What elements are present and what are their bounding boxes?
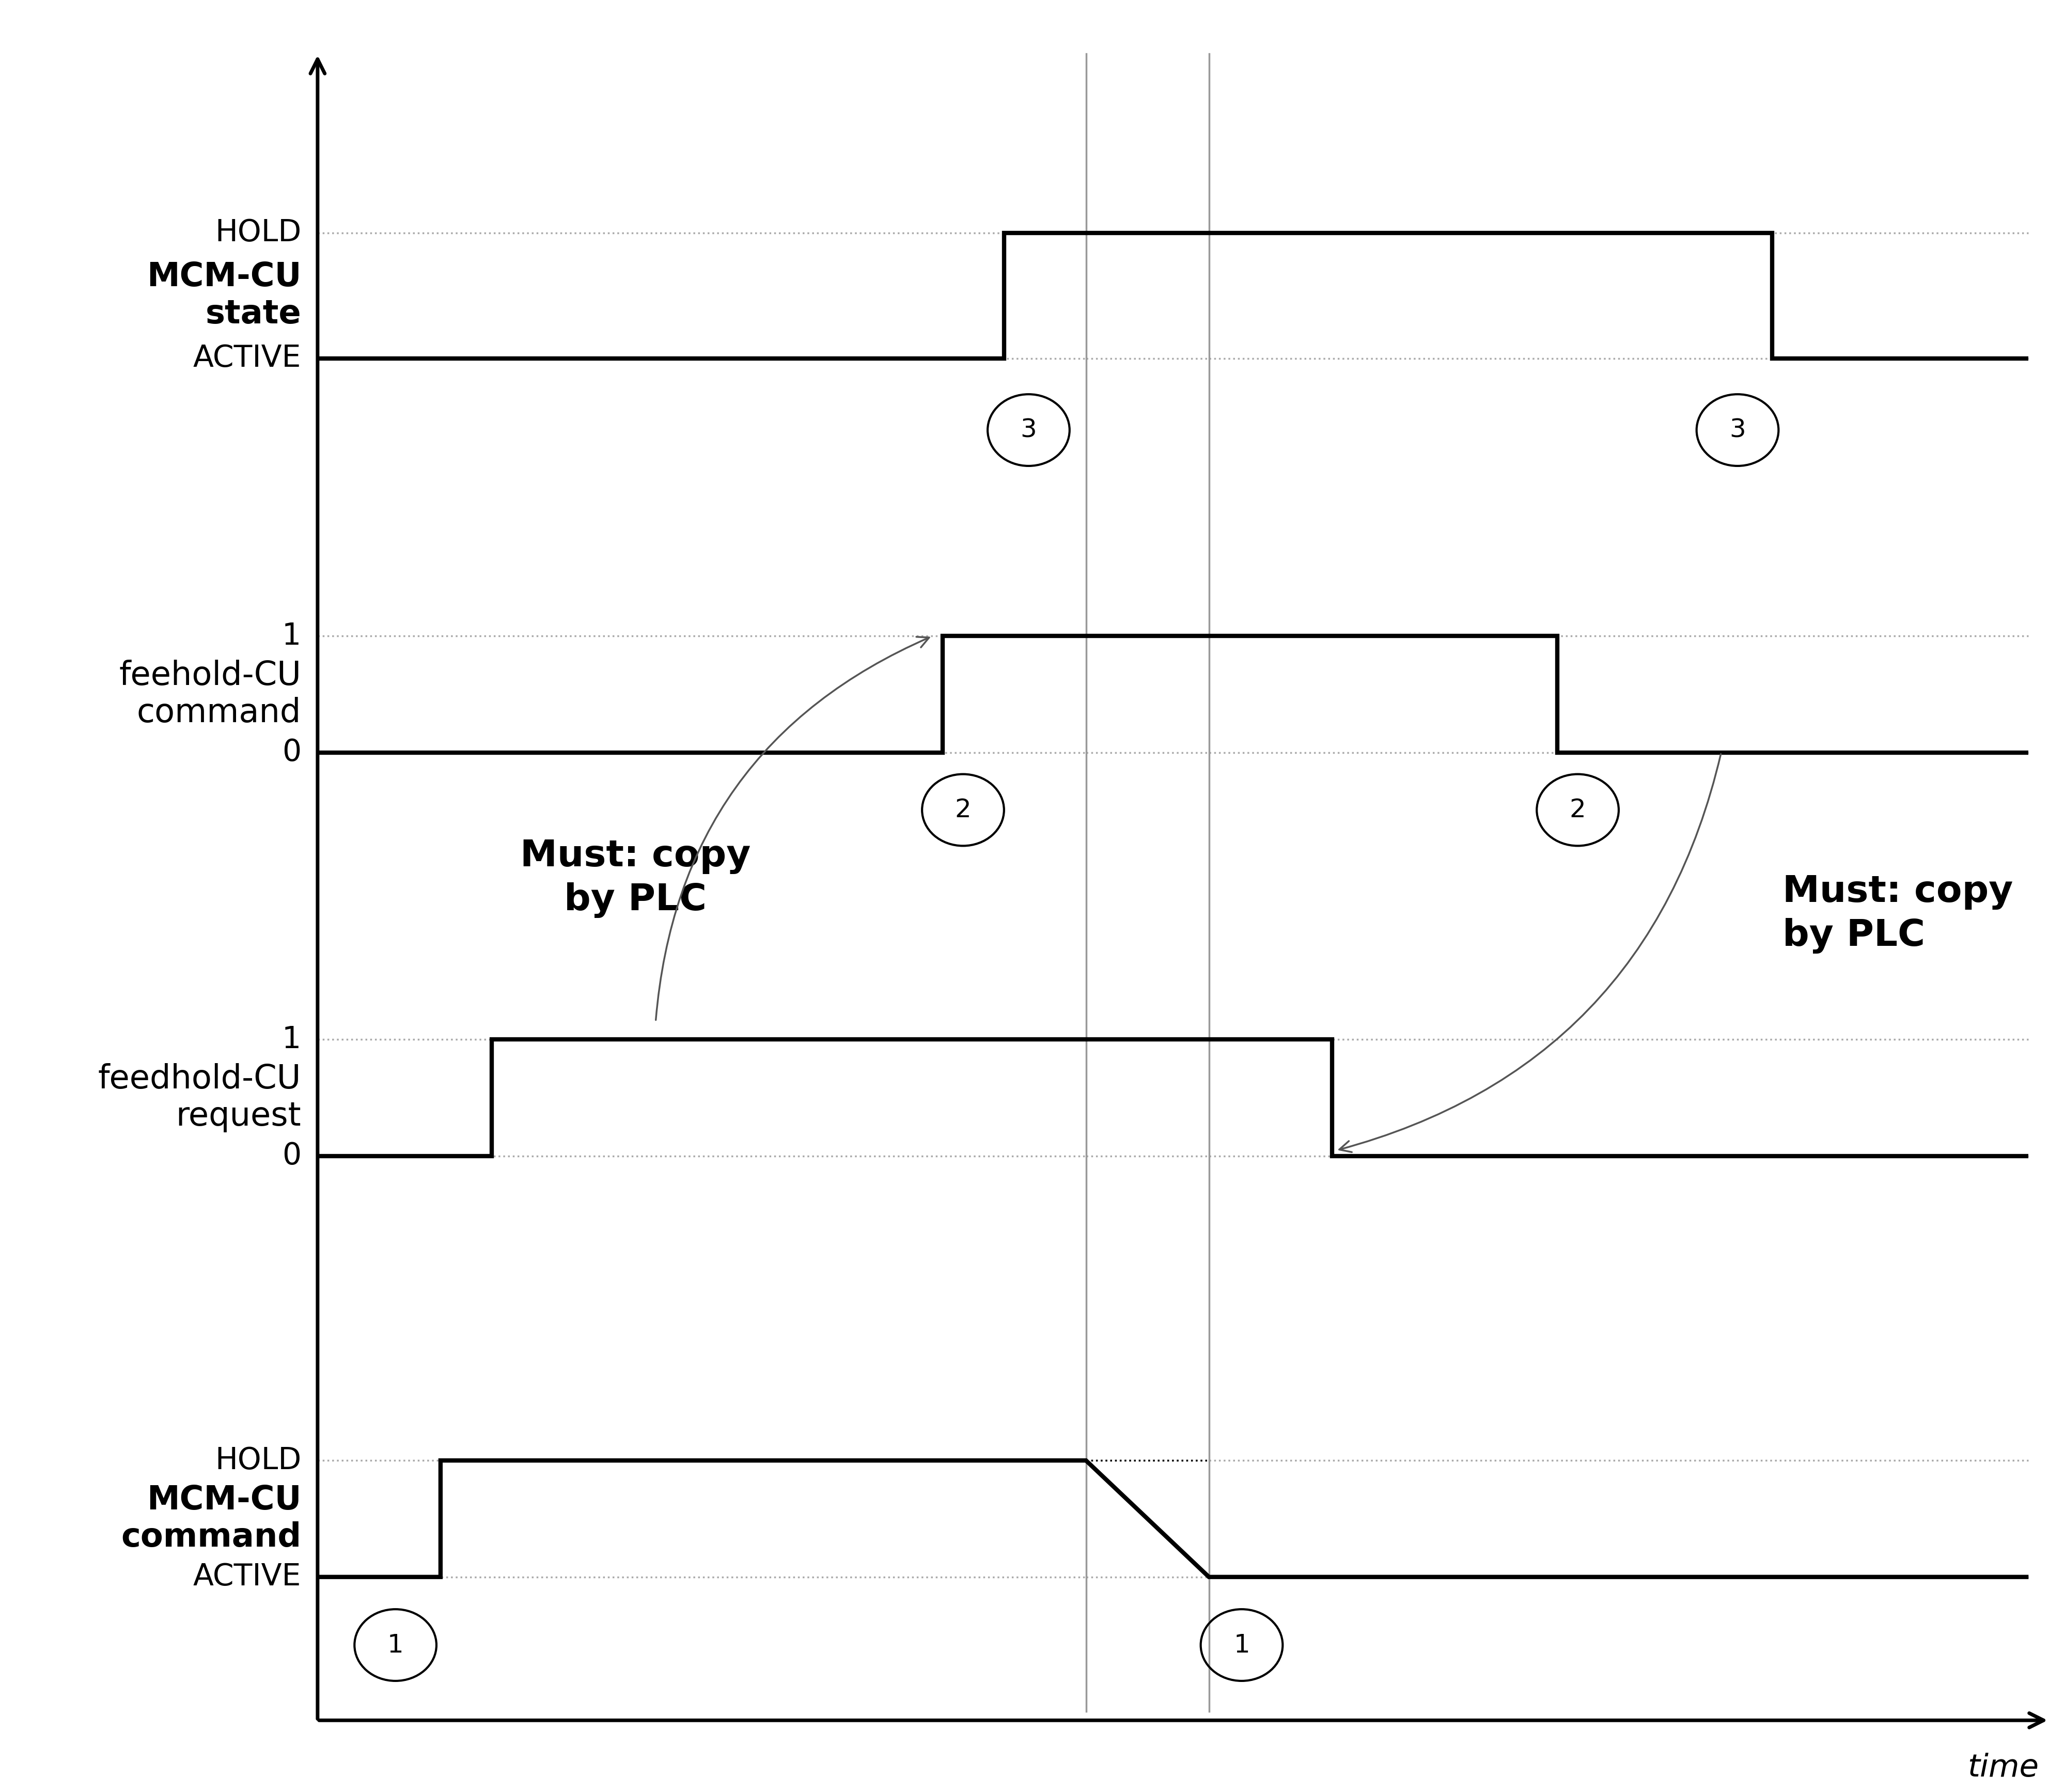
Text: feedhold-CU
request: feedhold-CU request [98, 1063, 301, 1133]
Text: HOLD: HOLD [215, 219, 301, 247]
Text: HOLD: HOLD [215, 1446, 301, 1475]
Text: 3: 3 [1020, 418, 1037, 443]
Text: 0: 0 [283, 1142, 301, 1170]
Text: Must: copy
by PLC: Must: copy by PLC [520, 839, 750, 918]
Text: feehold-CU
command: feehold-CU command [119, 659, 301, 729]
Text: 0: 0 [283, 738, 301, 767]
Text: 1: 1 [283, 622, 301, 650]
Text: 2: 2 [1570, 797, 1586, 823]
Text: 3: 3 [1729, 418, 1746, 443]
Text: 1: 1 [387, 1633, 404, 1658]
Text: ACTIVE: ACTIVE [193, 1563, 301, 1591]
Text: ACTIVE: ACTIVE [193, 344, 301, 373]
Text: 2: 2 [955, 797, 971, 823]
Text: 1: 1 [283, 1025, 301, 1054]
Text: 1: 1 [1233, 1633, 1250, 1658]
Text: Must: copy
by PLC: Must: copy by PLC [1783, 874, 2014, 953]
Text: time: time [1967, 1753, 2039, 1783]
Text: MCM-CU
command: MCM-CU command [121, 1484, 301, 1554]
Text: MCM-CU
state: MCM-CU state [148, 262, 301, 330]
